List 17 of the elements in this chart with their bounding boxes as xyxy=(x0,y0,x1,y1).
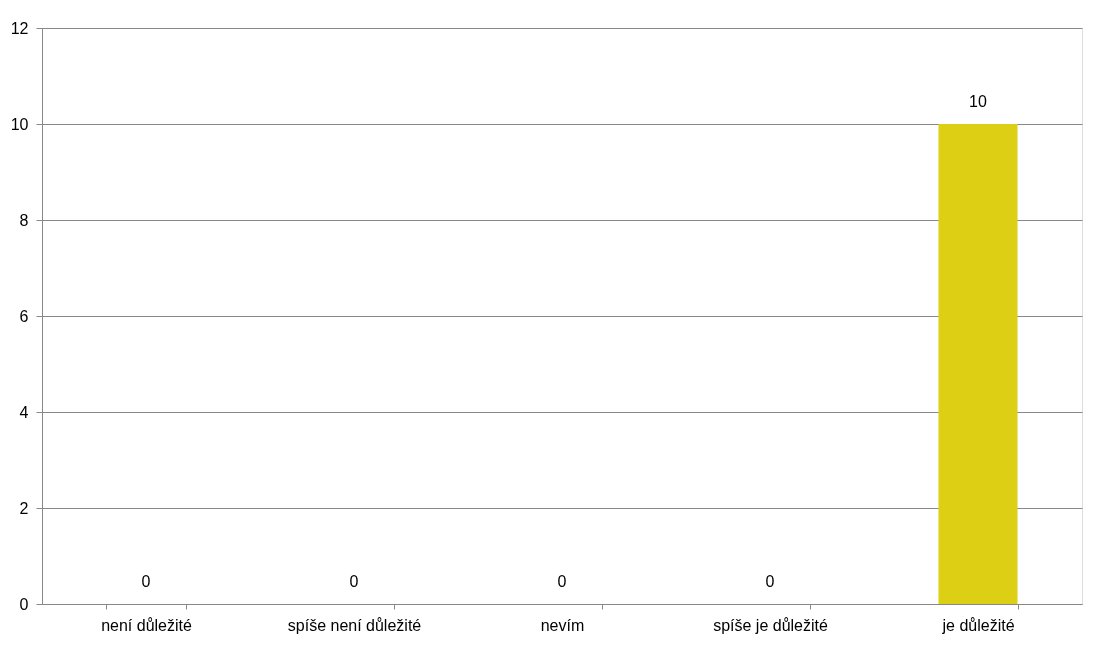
y-tick-label: 10 xyxy=(10,115,29,133)
x-tick-label: spíše je důležité xyxy=(713,616,828,634)
data-label: 10 xyxy=(969,93,987,110)
y-tick-label: 8 xyxy=(19,211,29,229)
x-tick-label: není důležité xyxy=(101,616,192,634)
data-label: 0 xyxy=(765,573,775,590)
x-tick-label: spíše není důležité xyxy=(287,616,422,634)
y-tick-label: 2 xyxy=(19,499,29,517)
y-tick-label: 0 xyxy=(19,595,29,613)
x-tick-label: je důležité xyxy=(941,616,1015,634)
x-tick-label: nevím xyxy=(540,616,585,634)
data-label: 0 xyxy=(557,573,567,590)
y-tick-label: 12 xyxy=(10,19,29,37)
data-label: 0 xyxy=(349,573,359,590)
y-tick-label: 4 xyxy=(19,403,29,421)
y-tick-label: 6 xyxy=(19,307,29,325)
data-label: 0 xyxy=(141,573,151,590)
